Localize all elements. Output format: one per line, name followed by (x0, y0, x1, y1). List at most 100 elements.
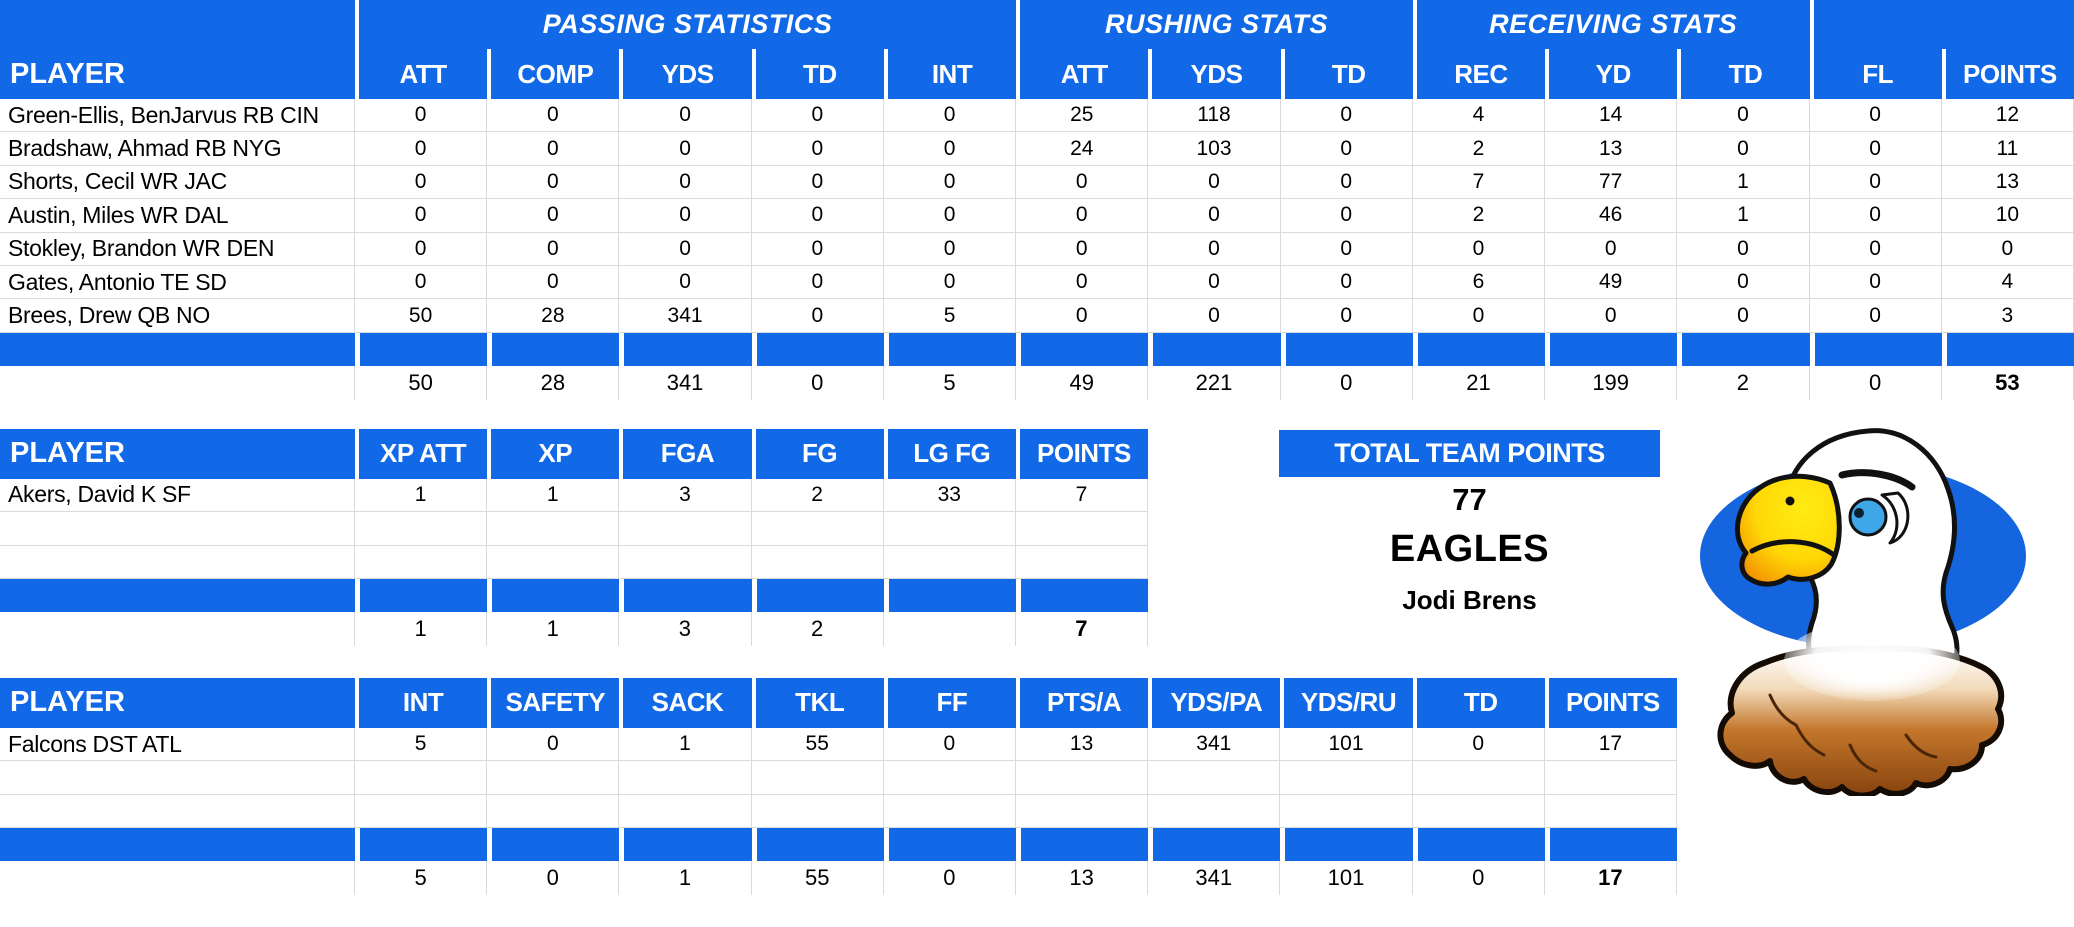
separator-cell (487, 828, 620, 862)
stat-cell: 0 (1148, 232, 1281, 266)
stat-cell: 341 (1148, 727, 1281, 762)
stat-cell: 0 (619, 165, 752, 200)
total-cell: 49 (1016, 365, 1149, 400)
eagle-pupil (1854, 508, 1864, 518)
separator-cell (1544, 828, 1677, 862)
total-cell: 0 (884, 861, 1016, 896)
stat-cell: 0 (1016, 265, 1149, 300)
stat-cell: 0 (355, 165, 488, 200)
stat-cell (751, 794, 884, 829)
separator-cell (883, 332, 1017, 366)
total-cell: 5 (884, 365, 1017, 400)
stat-cell: 0 (487, 132, 620, 166)
stat-cell: 0 (619, 265, 752, 300)
stat-cell (751, 512, 884, 546)
team-summary: TOTAL TEAM POINTS 77 EAGLES Jodi Brens (1279, 430, 1660, 616)
stat-cell: 3 (1941, 299, 2074, 333)
stat-cell: 0 (1809, 165, 1942, 200)
separator-cell (355, 828, 488, 862)
stat-cell (1544, 794, 1677, 829)
total-cell: 0 (1810, 365, 1942, 400)
stat-cell (619, 761, 752, 795)
stat-cell: 25 (1016, 99, 1149, 133)
col-header-ff: FF (883, 677, 1016, 728)
stat-cell: 50 (355, 299, 488, 333)
col-header-lg-fg: LG FG (883, 428, 1016, 479)
col-header-fga: FGA (619, 428, 752, 479)
stat-cell (619, 545, 752, 579)
stat-cell: 0 (1016, 299, 1149, 333)
total-player-cell (0, 611, 355, 646)
col-header-xp: XP (487, 428, 620, 479)
separator-cell (751, 578, 884, 612)
stat-cell: 0 (619, 199, 752, 233)
offense-stats-table: PASSING STATISTICS RUSHING STATS RECEIVI… (0, 0, 2074, 400)
stat-cell: 0 (355, 265, 488, 300)
col-header-pass-att: ATT (355, 49, 488, 99)
stat-cell: 0 (1809, 265, 1942, 300)
stat-cell (619, 512, 752, 546)
feather-detail-lines (1768, 693, 1938, 773)
separator-cell (1280, 828, 1413, 862)
total-cell: 7 (1016, 611, 1148, 646)
group-header-blank-right (1809, 0, 2074, 49)
col-header-tkl: TKL (751, 677, 884, 728)
stat-cell: 0 (751, 232, 884, 266)
stat-cell: 49 (1545, 265, 1678, 300)
stat-cell: 1 (619, 727, 752, 762)
stat-cell: 0 (355, 132, 488, 166)
stat-cell: 0 (1280, 265, 1413, 300)
stat-cell: 0 (1412, 299, 1546, 333)
fantasy-scoresheet: PASSING STATISTICS RUSHING STATS RECEIVI… (0, 0, 2074, 896)
stat-cell: 77 (1545, 165, 1678, 200)
total-cell: 50 (355, 365, 488, 400)
total-cell: 5 (355, 861, 488, 896)
stat-cell (883, 512, 1016, 546)
stat-cell: 0 (1677, 99, 1810, 133)
stat-cell: 0 (355, 99, 488, 133)
kicker-stats-table: PLAYER XP ATT XP FGA FG LG FG POINTS Ake… (0, 428, 1148, 646)
stat-cell: 0 (1280, 199, 1413, 233)
stat-cell: 5 (883, 299, 1017, 333)
stat-cell: 33 (883, 478, 1016, 513)
stat-cell: 6 (1412, 265, 1546, 300)
col-header-pass-yds: YDS (619, 49, 752, 99)
stat-cell (487, 545, 620, 579)
total-cell: 1 (619, 861, 752, 896)
stat-cell: 0 (1280, 299, 1413, 333)
stat-cell (355, 794, 488, 829)
separator-cell (0, 332, 355, 366)
separator-cell (1015, 828, 1149, 862)
stat-cell: 0 (883, 232, 1017, 266)
stat-cell: 0 (1809, 132, 1942, 166)
stat-cell: 0 (1016, 165, 1149, 200)
total-cell: 1 (487, 611, 620, 646)
stat-cell (355, 545, 488, 579)
stat-cell: 0 (1809, 99, 1942, 133)
separator-cell (1148, 332, 1281, 366)
col-header-yds-pa: YDS/PA (1148, 677, 1281, 728)
stat-cell: 0 (487, 99, 620, 133)
stat-cell: 0 (1016, 199, 1149, 233)
stat-cell: 13 (1941, 165, 2074, 200)
col-header-rush-att: ATT (1016, 49, 1149, 99)
total-cell: 28 (487, 365, 620, 400)
stat-cell: 0 (487, 199, 620, 233)
total-cell: 17 (1545, 861, 1677, 896)
group-header-blank-player (0, 0, 355, 49)
stat-cell: 0 (487, 727, 620, 762)
player-cell (0, 545, 355, 579)
player-cell (0, 761, 355, 795)
player-cell: Gates, Antonio TE SD (0, 265, 355, 300)
eagle-chest-highlight (1784, 621, 1960, 701)
total-player-cell (0, 365, 355, 400)
stat-cell: 3 (619, 478, 752, 513)
stat-cell (1280, 794, 1413, 829)
beak-mouth-line (1749, 539, 1837, 558)
col-header-rec-td: TD (1677, 49, 1810, 99)
stat-cell: 0 (1677, 232, 1810, 266)
stat-cell: 0 (619, 99, 752, 133)
stat-cell: 118 (1148, 99, 1281, 133)
stat-cell: 0 (1016, 232, 1149, 266)
col-header-points: POINTS (1015, 428, 1148, 479)
